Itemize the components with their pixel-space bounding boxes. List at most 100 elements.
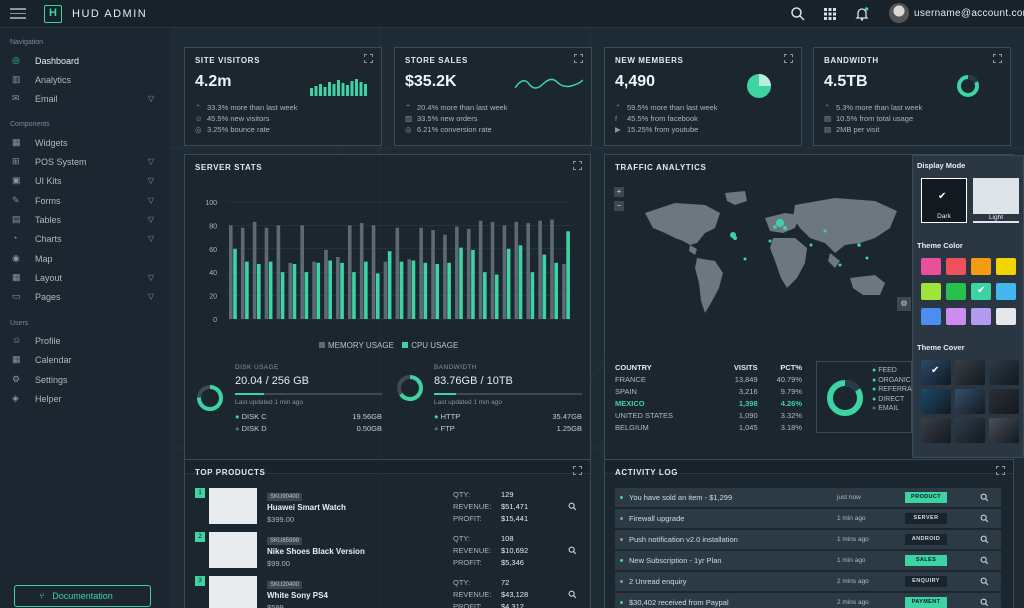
menu-toggle-icon[interactable] (10, 8, 26, 20)
table-row[interactable]: UNITED STATES 1,090 3.32% (615, 409, 802, 421)
sidebar-item-email[interactable]: ✉ Email ▽ (12, 92, 162, 108)
search-icon[interactable] (568, 546, 577, 555)
activity-dot (620, 538, 623, 541)
theme-color-swatch[interactable] (996, 308, 1016, 325)
theme-color-swatch[interactable] (946, 308, 966, 325)
search-icon[interactable] (980, 598, 989, 607)
expand-icon[interactable] (993, 54, 1002, 63)
memory-legend-label: MEMORY USAGE (328, 341, 394, 350)
table-row[interactable]: BELGIUM 1,045 3.18% (615, 421, 802, 433)
theme-color-swatch[interactable] (946, 258, 966, 275)
product-row[interactable]: 2 SKU85999 Nike Shoes Black Version $99.… (195, 532, 585, 572)
expand-icon[interactable] (574, 54, 583, 63)
sidebar-item-pos-system[interactable]: ⊞ POS System ▽ (12, 155, 162, 171)
expand-icon[interactable] (784, 54, 793, 63)
sidebar-item-widgets[interactable]: ▦ Widgets (12, 136, 162, 152)
zoom-in-button[interactable]: + (614, 187, 624, 197)
search-icon[interactable] (980, 535, 989, 544)
apps-grid-icon[interactable] (822, 6, 838, 22)
sidebar-item-pages[interactable]: ▭ Pages ▽ (12, 290, 162, 306)
theme-cover-thumbnail[interactable] (921, 418, 951, 443)
cpu-bar (494, 274, 499, 319)
table-row[interactable]: MEXICO 1,398 4.26% (615, 397, 802, 409)
table-cell: 1,045 (738, 422, 758, 432)
product-rank: 3 (195, 576, 205, 586)
server-stats-panel: SERVER STATS 0 20 40 60 80 100 MEMORY USAGE C… (184, 154, 591, 474)
sidebar-item-analytics[interactable]: ▥ Analytics (12, 73, 162, 89)
disk-usage-label: DISK USAGE (235, 364, 279, 371)
table-row[interactable]: SPAIN 3,216 9.79% (615, 385, 802, 397)
expand-icon[interactable] (364, 54, 373, 63)
theme-color-swatch[interactable]: ✔ (971, 283, 991, 300)
theme-cover-thumbnail[interactable] (921, 389, 951, 414)
sidebar-item-ui-kits[interactable]: ▣ UI Kits ▽ (12, 174, 162, 190)
username[interactable]: username@account.com (914, 8, 1024, 19)
theme-cover-thumbnail[interactable] (989, 360, 1019, 385)
sidebar-item-charts[interactable]: ◔ Charts ▽ (12, 232, 162, 248)
theme-color-swatch[interactable] (921, 258, 941, 275)
product-row[interactable]: 1 SKU90400 Huawei Smart Watch $399.00 QT… (195, 488, 585, 528)
theme-color-swatch[interactable] (996, 283, 1016, 300)
theme-cover-thumbnail[interactable] (989, 389, 1019, 414)
expand-icon[interactable] (996, 466, 1005, 475)
theme-color-swatch[interactable] (921, 308, 941, 325)
activity-item[interactable]: Push notification v2.0 installation 1 mi… (615, 530, 1001, 549)
theme-cover-thumbnail[interactable] (955, 389, 985, 414)
table-cell: 40.79% (776, 374, 802, 384)
http-row: ● HTTP 35.47GB (434, 412, 582, 421)
table-row[interactable]: FRANCE 13,849 40.79% (615, 373, 802, 385)
activity-item[interactable]: You have sold an item - $1,299 just now … (615, 488, 1001, 507)
table-cell: UNITED STATES (615, 410, 674, 420)
bell-icon[interactable] (854, 6, 870, 22)
theme-color-swatch[interactable] (971, 308, 991, 325)
sidebar-item-forms[interactable]: ✎ Forms ▽ (12, 194, 162, 210)
theme-color-swatch[interactable] (971, 258, 991, 275)
avatar[interactable] (889, 3, 909, 23)
sidebar-item-calendar[interactable]: ▦ Calendar (12, 353, 162, 369)
sidebar-item-dashboard[interactable]: ◎ Dashboard (12, 54, 162, 70)
cpu-bar (399, 261, 404, 319)
theme-cover-thumbnail[interactable] (955, 360, 985, 385)
search-icon[interactable] (568, 590, 577, 599)
qty-value: 72 (501, 578, 510, 587)
chevron-down-icon: ▽ (147, 292, 154, 301)
sidebar-item-map[interactable]: ◉ Map (12, 252, 162, 268)
expand-icon[interactable] (573, 466, 582, 475)
light-mode-option[interactable]: Light (973, 178, 1019, 223)
theme-cover-thumbnail[interactable] (955, 418, 985, 443)
sidebar-item-helper[interactable]: ◈ Helper (12, 392, 162, 408)
qty-label: QTY: (453, 534, 471, 543)
theme-color-swatch[interactable] (996, 258, 1016, 275)
sidebar-item-tables[interactable]: ▤ Tables ▽ (12, 213, 162, 229)
table-cell: 9.79% (780, 386, 802, 396)
activity-item[interactable]: $30,402 received from Paypal 2 mins ago … (615, 593, 1001, 608)
sidebar-item-layout[interactable]: ▦ Layout ▽ (12, 271, 162, 287)
sidebar-item-label: UI Kits (35, 176, 62, 186)
disk-donut (197, 385, 223, 411)
activity-badge: ENQUIRY (905, 576, 947, 587)
sidebar-item-profile[interactable]: ☺ Profile (12, 334, 162, 350)
search-icon[interactable] (980, 556, 989, 565)
zoom-out-button[interactable]: − (614, 201, 624, 211)
activity-badge: ANDROID (905, 534, 947, 545)
cpu-bar (375, 273, 380, 319)
search-icon[interactable] (980, 493, 989, 502)
product-row[interactable]: 3 SKU20400 White Sony PS4 $599 QTY: REVE… (195, 576, 585, 608)
documentation-button[interactable]: ⑂ Documentation (14, 585, 151, 607)
expand-icon[interactable] (573, 161, 582, 170)
activity-item[interactable]: 2 Unread enquiry 2 mins ago ENQUIRY (615, 572, 1001, 591)
revenue-label: REVENUE: (453, 590, 492, 599)
dark-mode-option[interactable]: ✔ Dark (921, 178, 967, 223)
activity-item[interactable]: New Subscription - 1yr Plan 1 min ago SA… (615, 551, 1001, 570)
activity-item[interactable]: Firewall upgrade 1 min ago SERVER (615, 509, 1001, 528)
map-filter-button[interactable]: ⚙ (897, 297, 911, 311)
theme-cover-thumbnail[interactable]: ✔ (921, 360, 951, 385)
search-icon[interactable] (568, 502, 577, 511)
search-icon[interactable] (980, 577, 989, 586)
theme-cover-thumbnail[interactable] (989, 418, 1019, 443)
search-icon[interactable] (790, 6, 806, 22)
theme-color-swatch[interactable] (921, 283, 941, 300)
theme-color-swatch[interactable] (946, 283, 966, 300)
search-icon[interactable] (980, 514, 989, 523)
sidebar-item-settings[interactable]: ⚙ Settings (12, 373, 162, 389)
